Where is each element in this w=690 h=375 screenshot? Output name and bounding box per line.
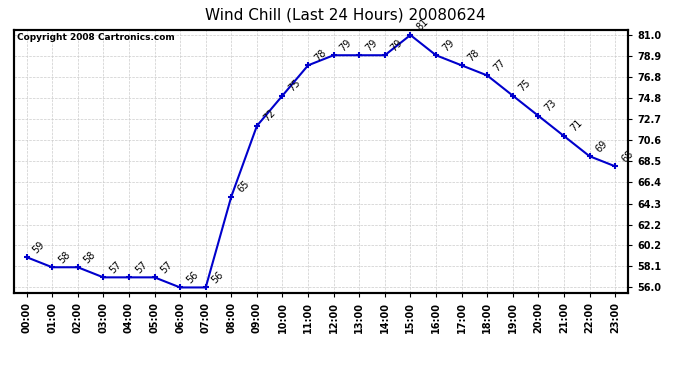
Text: 78: 78 bbox=[466, 47, 482, 63]
Text: 57: 57 bbox=[108, 259, 124, 275]
Text: 65: 65 bbox=[235, 178, 251, 194]
Text: 57: 57 bbox=[133, 259, 149, 275]
Text: 79: 79 bbox=[389, 37, 405, 53]
Text: 79: 79 bbox=[364, 37, 380, 53]
Text: 75: 75 bbox=[286, 78, 302, 93]
Text: 59: 59 bbox=[31, 239, 47, 255]
Text: 77: 77 bbox=[491, 57, 507, 73]
Text: 81: 81 bbox=[415, 17, 431, 33]
Text: 73: 73 bbox=[542, 98, 558, 114]
Text: 58: 58 bbox=[82, 249, 98, 265]
Text: 57: 57 bbox=[159, 259, 175, 275]
Text: 56: 56 bbox=[210, 270, 226, 285]
Text: 75: 75 bbox=[517, 78, 533, 93]
Text: Copyright 2008 Cartronics.com: Copyright 2008 Cartronics.com bbox=[17, 33, 175, 42]
Text: 58: 58 bbox=[57, 249, 72, 265]
Text: 68: 68 bbox=[619, 148, 635, 164]
Text: 79: 79 bbox=[338, 37, 354, 53]
Text: 78: 78 bbox=[312, 47, 328, 63]
Text: 72: 72 bbox=[261, 108, 277, 124]
Text: 69: 69 bbox=[593, 138, 609, 154]
Text: 56: 56 bbox=[184, 270, 200, 285]
Text: 79: 79 bbox=[440, 37, 456, 53]
Text: Wind Chill (Last 24 Hours) 20080624: Wind Chill (Last 24 Hours) 20080624 bbox=[205, 8, 485, 22]
Text: 71: 71 bbox=[568, 118, 584, 134]
